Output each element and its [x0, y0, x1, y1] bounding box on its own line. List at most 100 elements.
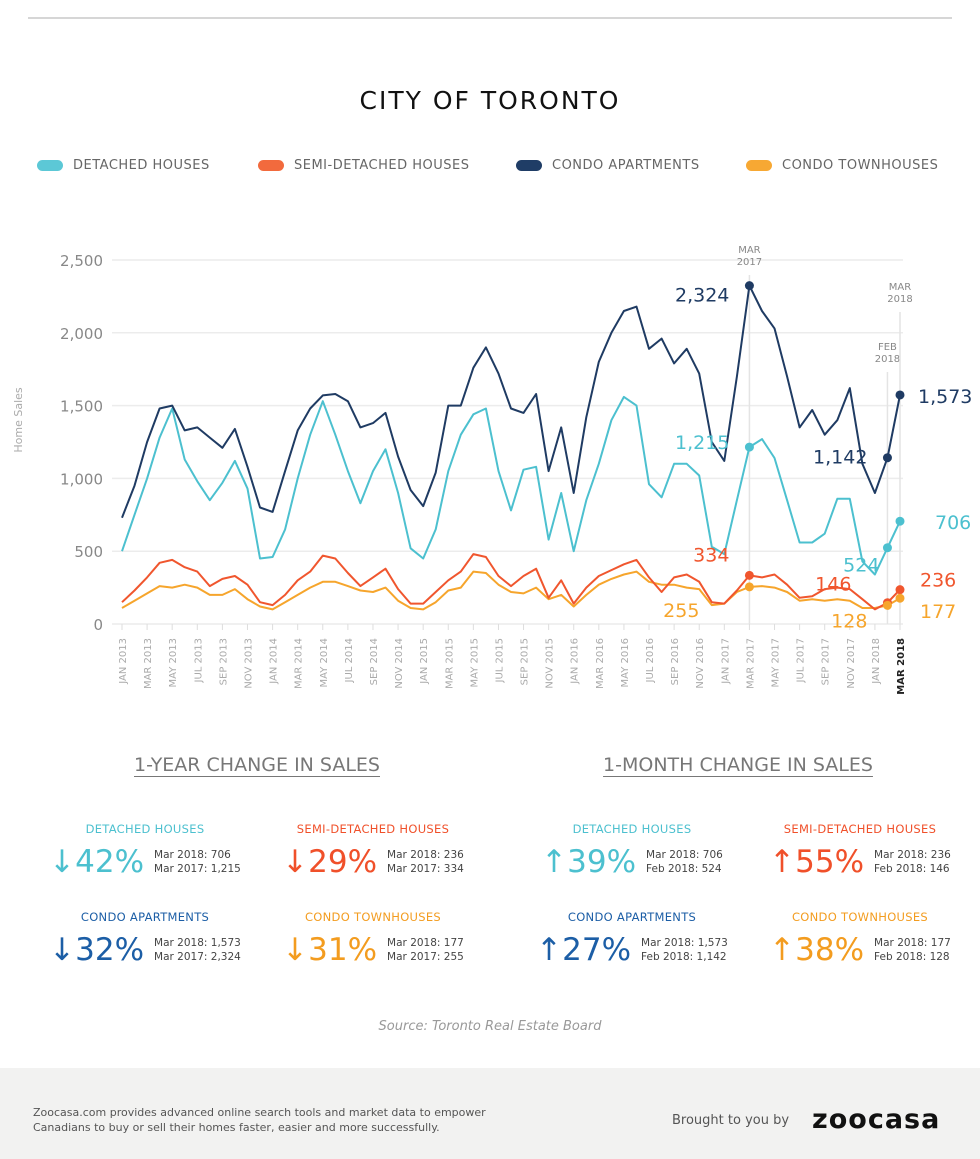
stat-row: ↑39% Mar 2018: 706 Feb 2018: 524: [517, 844, 747, 880]
stat-percent: ↑55%: [769, 844, 864, 880]
x-tick-label: JUL 2013: [193, 638, 204, 683]
stat-row: ↑38% Mar 2018: 177 Feb 2018: 128: [745, 932, 975, 968]
data-label: 2,324: [675, 285, 729, 307]
stat-label: CONDO APARTMENTS: [80, 910, 210, 924]
x-tick-label: MAY 2017: [771, 638, 782, 687]
top-divider: [28, 17, 952, 19]
stat-card: DETACHED HOUSES ↓42% Mar 2018: 706 Mar 20…: [30, 822, 260, 880]
percent-value: 55%: [795, 844, 865, 880]
percent-value: 27%: [562, 932, 632, 968]
data-point-marker: [895, 390, 905, 400]
reference-label: MAR: [889, 282, 911, 293]
data-point-marker: [895, 585, 905, 595]
legend-swatch: [746, 160, 772, 171]
data-label: 177: [920, 601, 956, 623]
x-tick-label: JAN 2015: [419, 638, 430, 685]
reference-label: FEB: [878, 342, 897, 353]
line-chart: 0 500 1,000 1,500 2,000 2,500 Home Sales JAN 20…: [12, 245, 972, 695]
percent-value: 42%: [75, 844, 145, 880]
y-tick-label: 2,000: [60, 325, 103, 343]
y-tick-label: 1,500: [60, 398, 103, 416]
reference-label: 2017: [737, 257, 762, 268]
stat-detail: Mar 2018: 236 Feb 2018: 146: [874, 848, 951, 876]
zoocasa-logo[interactable]: zoocasa: [812, 1104, 941, 1135]
x-tick-label: SEP 2015: [520, 638, 531, 685]
stat-detail-line: Mar 2017: 1,215: [154, 863, 241, 875]
y-tick-label: 1,000: [60, 470, 103, 488]
x-tick-label: MAY 2015: [469, 638, 480, 687]
stat-detail-line: Feb 2018: 128: [874, 951, 950, 963]
y-tick-label: 0: [93, 616, 103, 634]
x-tick-label: MAY 2013: [168, 638, 179, 687]
y-tick-label: 2,500: [60, 252, 103, 270]
percent-value: 39%: [567, 844, 637, 880]
stat-detail: Mar 2018: 177 Feb 2018: 128: [874, 936, 951, 964]
arrow-up-icon: ↑: [541, 844, 568, 880]
one-month-heading: 1-MONTH CHANGE IN SALES: [603, 754, 873, 776]
stat-card: CONDO TOWNHOUSES ↑38% Mar 2018: 177 Feb 2…: [745, 910, 975, 968]
data-point-marker: [895, 593, 905, 603]
y-axis-label: Home Sales: [12, 387, 25, 453]
data-label: 1,215: [675, 432, 729, 454]
stat-percent: ↓32%: [49, 932, 144, 968]
data-point-marker: [744, 570, 754, 580]
x-tick-label: MAR 2014: [294, 638, 305, 689]
stat-label: DETACHED HOUSES: [85, 822, 205, 836]
stat-row: ↓32% Mar 2018: 1,573 Mar 2017: 2,324: [30, 932, 260, 968]
stat-card: CONDO TOWNHOUSES ↓31% Mar 2018: 177 Mar 2…: [258, 910, 488, 968]
stat-card: SEMI-DETACHED HOUSES ↓29% Mar 2018: 236 M…: [258, 822, 488, 880]
percent-value: 29%: [308, 844, 378, 880]
footer-description: Zoocasa.com provides advanced online sea…: [33, 1105, 486, 1135]
x-tick-label: MAY 2014: [319, 638, 330, 687]
x-tick-label: JUL 2017: [796, 638, 807, 683]
footer-line: Canadians to buy or sell their homes fas…: [33, 1121, 440, 1134]
footer: [0, 1068, 980, 1159]
arrow-down-icon: ↓: [49, 844, 76, 880]
x-tick-label: JUL 2016: [645, 638, 656, 683]
stat-detail-line: Mar 2018: 706: [646, 849, 723, 861]
x-tick-label: NOV 2014: [394, 638, 405, 689]
legend-label: CONDO TOWNHOUSES: [782, 158, 939, 173]
data-label: 146: [815, 574, 851, 596]
stat-label: SEMI-DETACHED HOUSES: [296, 822, 450, 836]
legend-item-semi: SEMI-DETACHED HOUSES: [258, 158, 469, 173]
data-label: 706: [935, 512, 971, 534]
legend-swatch: [516, 160, 542, 171]
stat-percent: ↓42%: [49, 844, 144, 880]
data-label: 236: [920, 570, 956, 592]
stat-detail-line: Feb 2018: 146: [874, 863, 950, 875]
x-tick-label: JAN 2018: [871, 638, 882, 685]
stat-percent: ↑39%: [541, 844, 636, 880]
data-label: 524: [843, 555, 879, 577]
brought-to-you-by: Brought to you by: [672, 1113, 790, 1128]
stat-card: DETACHED HOUSES ↑39% Mar 2018: 706 Feb 20…: [517, 822, 747, 880]
stat-detail-line: Mar 2018: 177: [874, 937, 951, 949]
data-point-marker: [744, 582, 754, 592]
stat-detail-line: Mar 2017: 255: [387, 951, 464, 963]
stat-card: CONDO APARTMENTS ↓32% Mar 2018: 1,573 Mar…: [30, 910, 260, 968]
data-point-marker: [744, 281, 754, 291]
stat-card: CONDO APARTMENTS ↑27% Mar 2018: 1,573 Feb…: [517, 910, 747, 968]
stat-row: ↑55% Mar 2018: 236 Feb 2018: 146: [745, 844, 975, 880]
arrow-up-icon: ↑: [769, 844, 796, 880]
legend-item-condo-townhouses: CONDO TOWNHOUSES: [746, 158, 938, 173]
y-tick-label: 500: [74, 543, 103, 561]
x-tick-label: JAN 2014: [269, 638, 280, 685]
stat-row: ↑27% Mar 2018: 1,573 Feb 2018: 1,142: [517, 932, 747, 968]
footer-line: Zoocasa.com provides advanced online sea…: [33, 1106, 486, 1119]
data-point-marker: [882, 453, 892, 463]
series-line-semi-detached-houses: [121, 553, 901, 611]
x-tick-label: NOV 2016: [695, 638, 706, 689]
x-tick-label: NOV 2013: [243, 638, 254, 689]
stat-label: CONDO TOWNHOUSES: [791, 910, 929, 924]
stat-detail: Mar 2018: 177 Mar 2017: 255: [387, 936, 464, 964]
x-tick-label: JAN 2013: [118, 638, 129, 685]
x-tick-label: JUL 2014: [344, 638, 355, 683]
stat-label: DETACHED HOUSES: [572, 822, 692, 836]
stat-detail-line: Mar 2018: 236: [387, 849, 464, 861]
stat-detail: Mar 2018: 1,573 Mar 2017: 2,324: [154, 936, 241, 964]
x-tick-label: MAR 2017: [745, 638, 756, 689]
series-line-condo-townhouses: [121, 570, 901, 611]
x-tick-label: SEP 2013: [218, 638, 229, 685]
arrow-down-icon: ↓: [282, 932, 309, 968]
